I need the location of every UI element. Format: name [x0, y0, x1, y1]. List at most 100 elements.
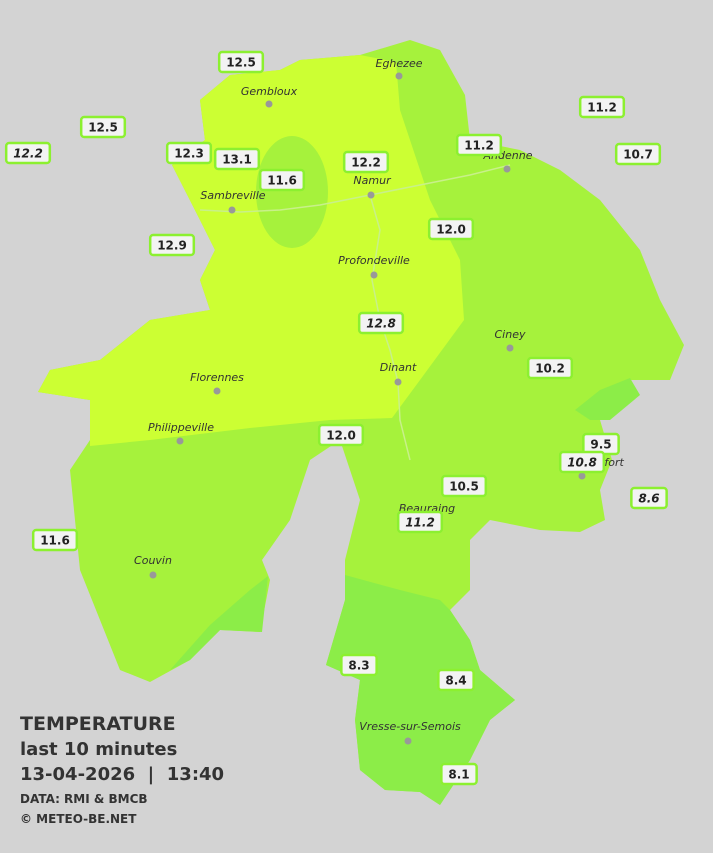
station: 12.5 [79, 115, 127, 139]
station: 12.3 [165, 141, 213, 165]
station: 8.4 [437, 668, 475, 692]
station-box [79, 115, 127, 139]
river [199, 164, 511, 213]
station-value: 11.2 [587, 101, 617, 115]
cool-se-zone [575, 378, 640, 420]
station-value: 12.8 [366, 317, 396, 331]
station: 8.3 [340, 653, 378, 677]
station: 12.2 [4, 141, 52, 165]
city-dot [265, 100, 273, 108]
source: DATA: RMI & BMCB [20, 792, 148, 806]
station: 12.8 [357, 311, 405, 335]
station-value: 13.1 [222, 153, 252, 167]
station: 12.5 [217, 50, 265, 74]
city-dot [395, 72, 403, 80]
station: 11.2 [578, 95, 626, 119]
station-box [217, 50, 265, 74]
station: 12.0 [427, 217, 475, 241]
city-label: Sambreville [200, 189, 265, 202]
station-box [165, 141, 213, 165]
station-box [357, 311, 405, 335]
station-box [342, 150, 390, 174]
city-label: Gembloux [241, 85, 298, 98]
station-value: 12.5 [226, 56, 256, 70]
station: 9.5 [582, 432, 620, 456]
station-box [578, 95, 626, 119]
station-value: 11.6 [267, 174, 297, 188]
station-value: 11.6 [40, 534, 70, 548]
station-box [526, 356, 574, 380]
station: 12.2 [342, 150, 390, 174]
station-value: 12.0 [326, 429, 356, 443]
station-box [427, 217, 475, 241]
station: 8.1 [440, 762, 478, 786]
station-value: 9.5 [590, 438, 611, 452]
city-dot [228, 206, 236, 214]
city-dot [404, 737, 412, 745]
station: 10.2 [526, 356, 574, 380]
station-value: 12.9 [157, 239, 187, 253]
station-value: 11.2 [464, 139, 494, 153]
station-box [340, 653, 378, 677]
river [369, 194, 411, 461]
station: 10.5 [440, 474, 488, 498]
station-value: 8.1 [448, 768, 469, 782]
station-value: 10.8 [567, 456, 597, 470]
station-value: 8.4 [445, 674, 466, 688]
city-dot [370, 271, 378, 279]
station-box [440, 762, 478, 786]
subtitle: last 10 minutes [20, 739, 177, 760]
title: TEMPERATURE [20, 713, 176, 735]
city-dot [367, 191, 375, 199]
station: 11.2 [396, 510, 444, 534]
datetime: 13-04-2026 | 13:40 [20, 764, 224, 785]
city-label: Philippeville [148, 421, 214, 434]
city-label: Dinant [380, 361, 417, 374]
city-dot [503, 165, 511, 173]
station-value: 10.2 [535, 362, 565, 376]
city-dot [176, 437, 184, 445]
city-label: Florennes [190, 371, 244, 384]
station-value: 11.2 [405, 516, 435, 530]
city-dot [213, 387, 221, 395]
station: 11.6 [31, 528, 79, 552]
station-box [440, 474, 488, 498]
city-label: Couvin [134, 554, 172, 567]
station-box [437, 668, 475, 692]
station-box [558, 450, 606, 474]
station-value: 8.3 [348, 659, 369, 673]
city-dot [149, 571, 157, 579]
cool-south-zone [326, 575, 515, 805]
station: 12.9 [148, 233, 196, 257]
station-box [614, 142, 662, 166]
city-label: Ciney [495, 328, 526, 341]
title-block: TEMPERATURE last 10 minutes 13-04-2026 |… [20, 713, 224, 826]
station-box [4, 141, 52, 165]
station: 10.8 [558, 450, 606, 474]
station-value: 10.5 [449, 480, 479, 494]
city-label: Profondeville [338, 254, 410, 267]
station-box [455, 133, 503, 157]
station-box [396, 510, 444, 534]
station-box [213, 147, 261, 171]
station-box [317, 423, 365, 447]
station-value: 10.7 [623, 148, 653, 162]
station-value: 12.3 [174, 147, 204, 161]
station-value: 12.2 [13, 147, 43, 161]
city-dot [394, 378, 402, 386]
city-label: Vresse-sur-Semois [359, 720, 461, 733]
station: 10.7 [614, 142, 662, 166]
station-box [258, 168, 306, 192]
station: 11.2 [455, 133, 503, 157]
cool-sw-zone [170, 576, 268, 670]
city-label: Eghezee [376, 57, 423, 70]
station-box [630, 486, 668, 510]
station-value: 12.5 [88, 121, 118, 135]
station: 12.0 [317, 423, 365, 447]
copyright: © METEO-BE.NET [20, 812, 137, 826]
station-value: 12.0 [436, 223, 466, 237]
station: 11.6 [258, 168, 306, 192]
station: 13.1 [213, 147, 261, 171]
city-dot [578, 472, 586, 480]
